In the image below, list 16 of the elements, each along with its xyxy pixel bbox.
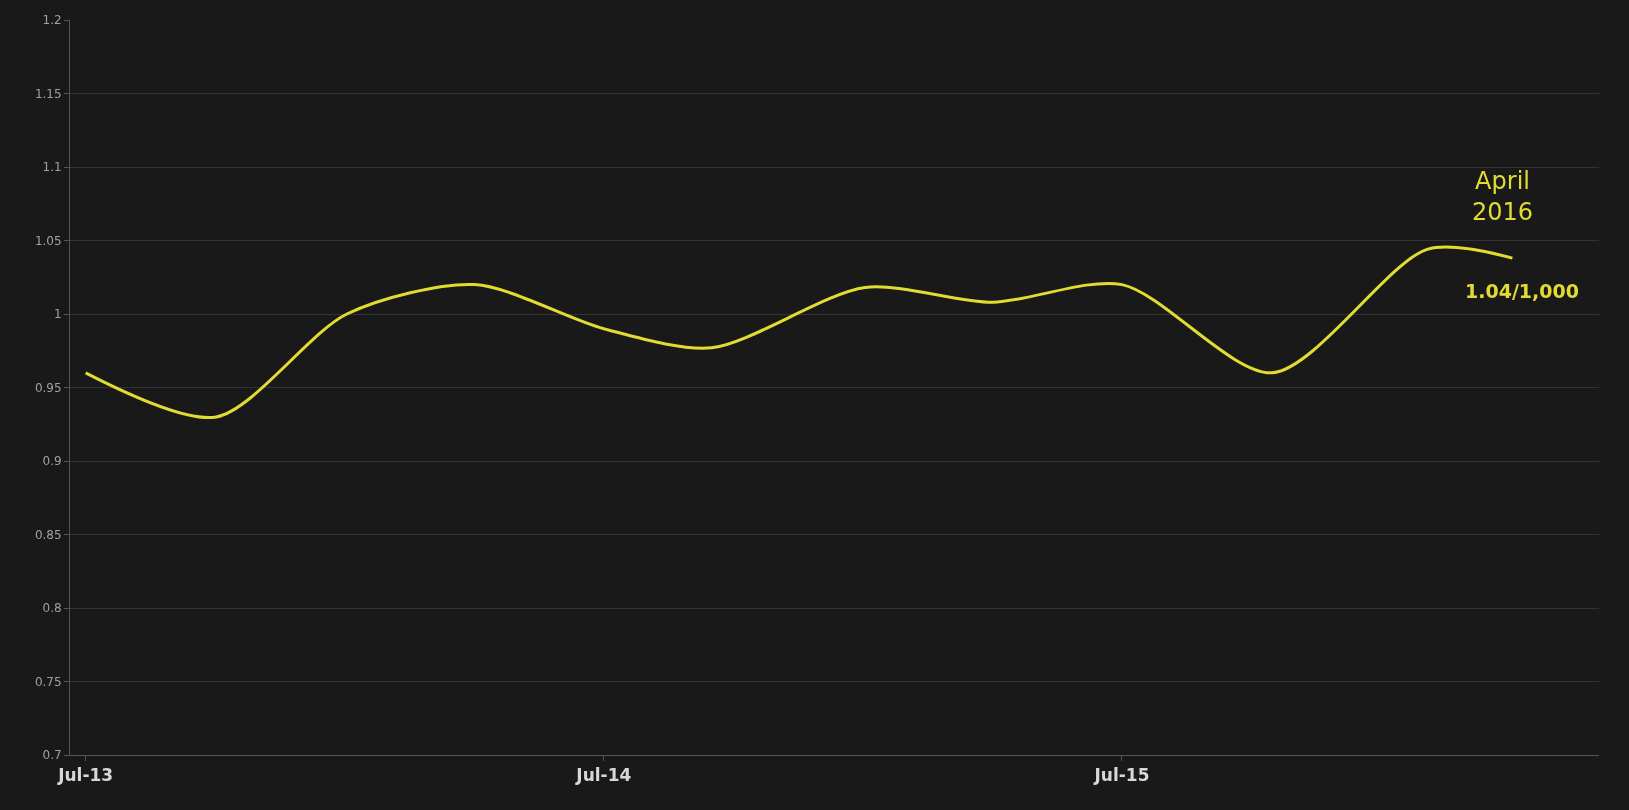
y-tick-label: 0.75 bbox=[34, 674, 62, 689]
x-tick-label: Jul-13 bbox=[57, 765, 114, 786]
annotation: 1.04/1,000 bbox=[1465, 280, 1579, 302]
y-tick-label: 1.15 bbox=[34, 86, 62, 101]
y-tick-label: 1.1 bbox=[42, 160, 62, 175]
y-tick-label: 1.2 bbox=[42, 13, 62, 28]
x-tick-label: Jul-15 bbox=[1093, 765, 1150, 786]
y-tick-label: 0.8 bbox=[42, 601, 62, 616]
y-tick-label: 0.9 bbox=[42, 454, 62, 469]
annotation: April 2016 bbox=[1472, 167, 1534, 227]
y-tick-label: 0.7 bbox=[42, 748, 62, 763]
x-tick-label: Jul-14 bbox=[575, 765, 632, 786]
y-tick-label: 0.85 bbox=[34, 527, 62, 542]
y-tick-label: 1 bbox=[53, 307, 62, 322]
y-tick-label: 1.05 bbox=[34, 233, 62, 248]
y-tick-label: 0.95 bbox=[34, 380, 62, 395]
